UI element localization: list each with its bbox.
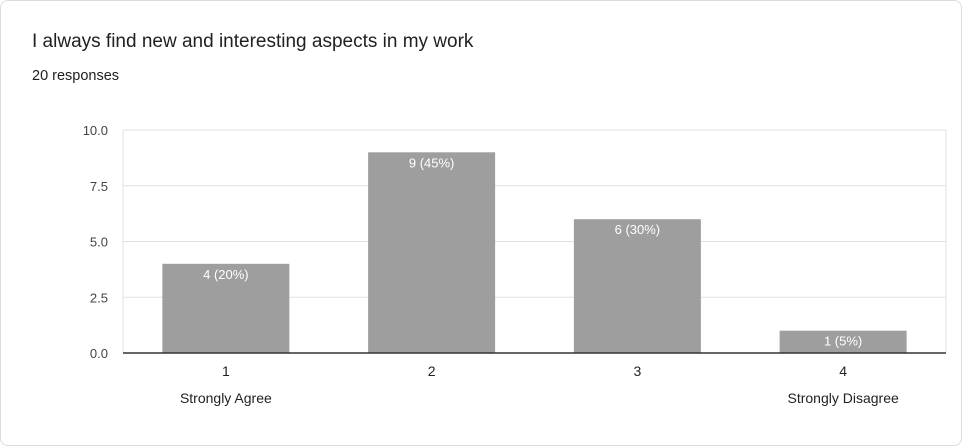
x-tick-label: 3 <box>633 363 641 379</box>
bar <box>162 263 290 353</box>
x-category-sublabel: Strongly Agree <box>180 390 272 406</box>
bar-data-label: 4 (20%) <box>203 267 249 282</box>
x-category-sublabel: Strongly Disagree <box>787 390 898 406</box>
y-tick-label: 7.5 <box>90 179 108 194</box>
bar-data-label: 1 (5%) <box>824 334 862 349</box>
y-tick-label: 0.0 <box>90 346 108 361</box>
bar <box>573 219 701 353</box>
bar <box>368 152 496 353</box>
bar <box>779 330 907 353</box>
y-tick-label: 10.0 <box>83 123 108 138</box>
bar-data-label: 6 (30%) <box>615 222 661 237</box>
y-tick-label: 2.5 <box>90 290 108 305</box>
x-tick-label: 4 <box>839 363 847 379</box>
chart-title: I always find new and interesting aspect… <box>32 31 474 52</box>
y-tick-label: 5.0 <box>90 235 108 250</box>
response-count: 20 responses <box>32 68 120 84</box>
x-tick-label: 2 <box>428 363 436 379</box>
bar-data-label: 9 (45%) <box>409 155 455 170</box>
x-tick-label: 1 <box>222 363 230 379</box>
